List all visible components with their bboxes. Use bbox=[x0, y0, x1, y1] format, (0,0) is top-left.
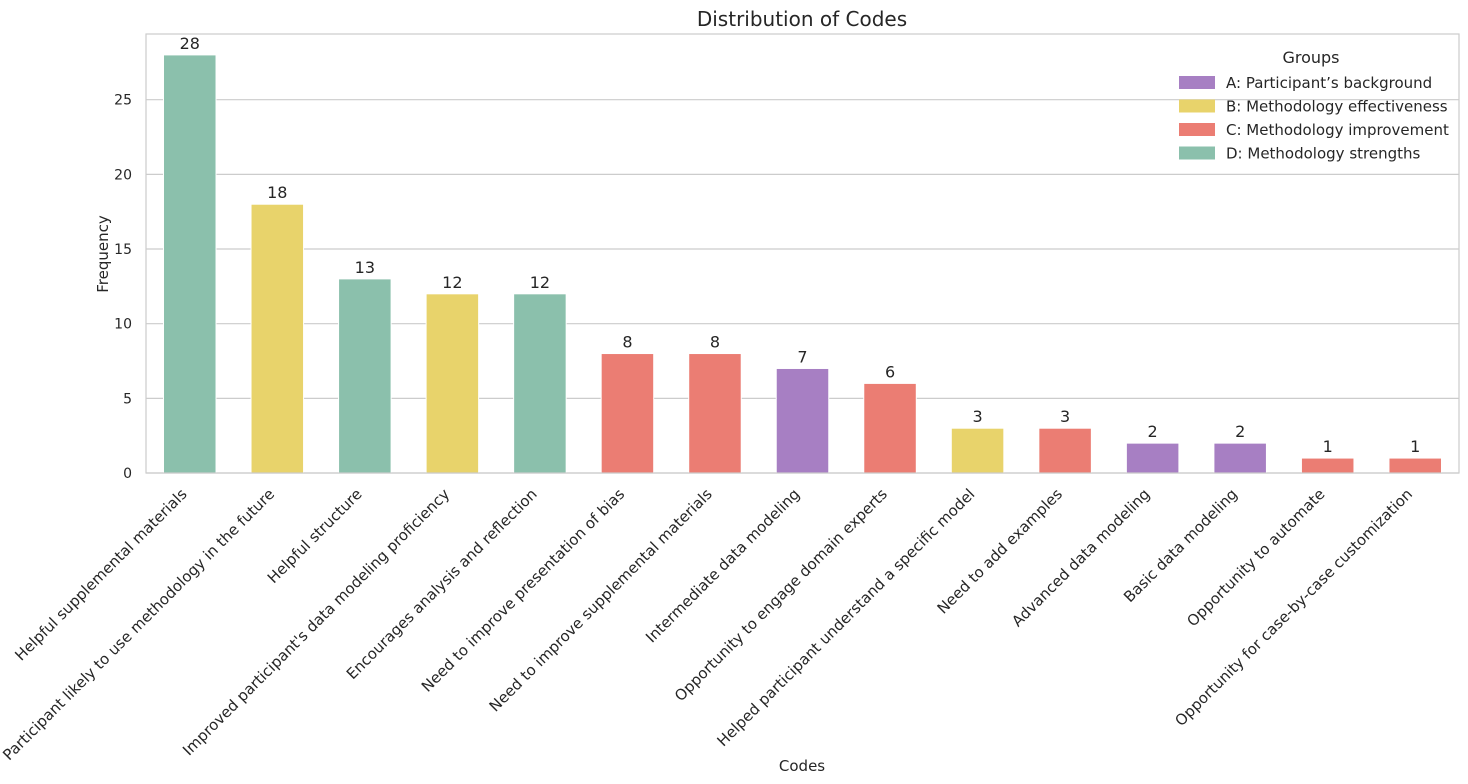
y-tick-label: 5 bbox=[123, 391, 132, 407]
bar-value-label: 6 bbox=[885, 362, 895, 381]
x-tick-label: Encourages analysis and reflection bbox=[343, 485, 541, 683]
bar bbox=[1038, 427, 1092, 474]
bar bbox=[1388, 457, 1442, 474]
bar-value-label: 7 bbox=[797, 347, 807, 366]
y-axis-title: Frequency bbox=[94, 215, 112, 293]
x-tick-label: Helpful structure bbox=[264, 485, 366, 587]
y-tick-label: 20 bbox=[114, 167, 132, 183]
bar bbox=[1300, 457, 1355, 474]
bar-value-label: 18 bbox=[267, 183, 287, 202]
bar bbox=[425, 293, 480, 474]
y-tick-label: 15 bbox=[114, 242, 132, 258]
legend-swatch bbox=[1179, 99, 1215, 113]
bars bbox=[163, 54, 1442, 474]
x-axis-title: Codes bbox=[779, 757, 825, 775]
bar-value-label: 12 bbox=[530, 273, 550, 292]
bar-value-label: 8 bbox=[710, 333, 720, 352]
bar bbox=[338, 278, 392, 474]
bar bbox=[1213, 442, 1267, 474]
legend: Groups A: Participant’s background B: Met… bbox=[1179, 48, 1449, 163]
bar bbox=[1125, 442, 1180, 474]
legend-swatch bbox=[1179, 146, 1215, 160]
legend-swatch bbox=[1179, 123, 1215, 136]
y-axis-ticks: 0 5 10 15 20 25 bbox=[114, 93, 132, 482]
bar-value-label: 3 bbox=[972, 407, 982, 426]
bar-value-label: 8 bbox=[622, 333, 632, 352]
bar bbox=[513, 293, 567, 474]
chart-title: Distribution of Codes bbox=[697, 7, 907, 31]
bar-value-label: 2 bbox=[1235, 422, 1245, 441]
bar bbox=[950, 427, 1005, 474]
bar-value-label: 3 bbox=[1060, 407, 1070, 426]
x-axis-ticks: Helpful supplemental materialsParticipan… bbox=[0, 485, 1416, 764]
legend-label: D: Methodology strengths bbox=[1226, 145, 1420, 163]
legend-items: A: Participant’s background B: Methodolog… bbox=[1179, 74, 1449, 163]
bar-value-label: 12 bbox=[442, 273, 462, 292]
x-tick-label: Intermediate data modeling bbox=[642, 485, 803, 646]
bar bbox=[163, 54, 217, 474]
x-tick-label: Helpful supplemental materials bbox=[11, 485, 190, 664]
legend-title: Groups bbox=[1282, 48, 1339, 67]
bar-value-label: 2 bbox=[1148, 422, 1158, 441]
bar bbox=[600, 353, 655, 474]
bar-value-label: 1 bbox=[1323, 437, 1333, 456]
bar bbox=[863, 382, 917, 474]
bar-value-label: 13 bbox=[355, 258, 375, 277]
y-tick-label: 0 bbox=[123, 466, 132, 482]
bar bbox=[250, 203, 305, 474]
plot-frame bbox=[145, 33, 1460, 474]
bar bbox=[688, 353, 742, 474]
legend-label: A: Participant’s background bbox=[1226, 74, 1432, 92]
bar bbox=[775, 367, 830, 474]
legend-label: B: Methodology effectiveness bbox=[1226, 98, 1448, 116]
bar-value-label: 28 bbox=[180, 34, 200, 53]
value-labels: 28 18 13 12 12 8 8 7 6 3 3 2 2 1 1 bbox=[180, 34, 1421, 456]
y-tick-label: 10 bbox=[114, 317, 132, 333]
y-tick-label: 25 bbox=[114, 93, 132, 109]
legend-swatch bbox=[1179, 76, 1215, 89]
bar-value-label: 1 bbox=[1410, 437, 1420, 456]
legend-label: C: Methodology improvement bbox=[1226, 121, 1449, 139]
